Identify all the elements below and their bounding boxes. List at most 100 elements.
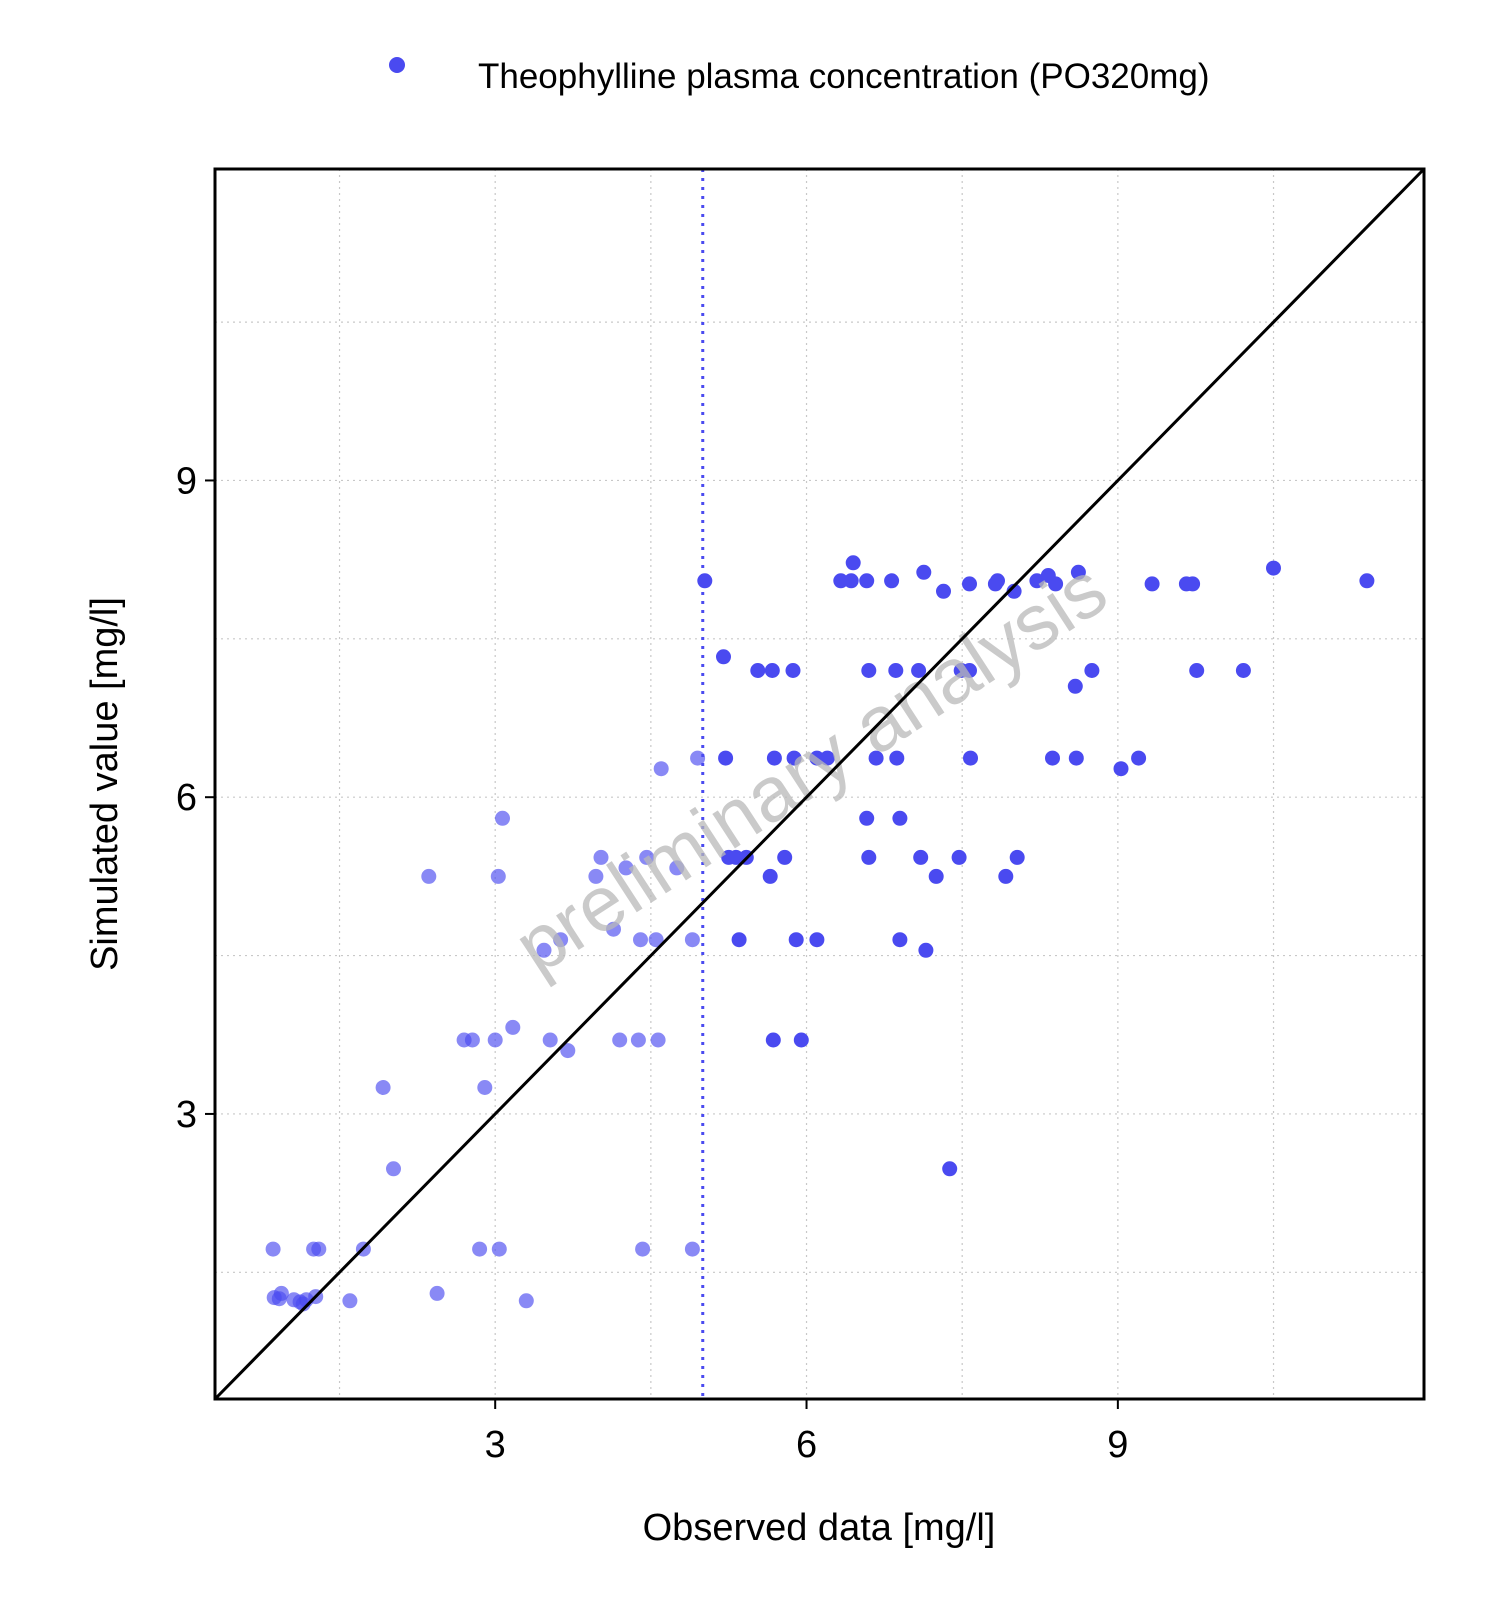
data-point <box>635 1241 651 1257</box>
data-point <box>633 932 648 948</box>
data-point <box>1131 750 1147 766</box>
data-point <box>766 750 782 766</box>
data-point <box>843 573 859 589</box>
identity-line-group <box>213 167 1426 1401</box>
data-point <box>542 1032 558 1048</box>
data-point <box>1029 573 1045 589</box>
data-point <box>536 942 552 958</box>
data-point <box>785 663 801 678</box>
legend: Theophylline plasma concentration (PO320… <box>389 57 1210 96</box>
y-axis: 3 6 9 <box>176 460 215 1136</box>
data-point <box>1189 663 1205 678</box>
data-point <box>962 663 977 678</box>
data-point <box>861 663 877 678</box>
legend-label: Theophylline plasma concentration (PO320… <box>478 57 1210 96</box>
data-points <box>265 555 1375 1312</box>
data-point <box>889 750 905 766</box>
legend-marker <box>389 57 405 73</box>
data-point <box>487 1032 503 1048</box>
data-point <box>728 849 744 865</box>
y-tick-label: 6 <box>176 777 197 819</box>
x-tick-label: 6 <box>796 1424 817 1466</box>
data-point <box>884 573 900 589</box>
data-point <box>1359 573 1375 589</box>
data-point <box>648 932 664 948</box>
data-point <box>859 810 875 826</box>
data-point <box>892 810 908 826</box>
data-point <box>311 1241 327 1257</box>
data-point <box>928 868 944 884</box>
data-point <box>936 583 951 599</box>
data-point <box>375 1080 391 1095</box>
data-point <box>477 1080 493 1095</box>
data-point <box>913 849 929 865</box>
y-tick-label: 9 <box>176 460 197 502</box>
data-point <box>386 1161 401 1177</box>
data-point <box>962 576 977 592</box>
data-point <box>918 942 934 958</box>
data-point <box>1070 564 1086 580</box>
data-point <box>618 860 634 876</box>
data-point <box>697 573 713 589</box>
data-point <box>669 860 685 876</box>
y-tick-label: 3 <box>176 1094 197 1136</box>
data-point <box>750 663 766 678</box>
data-point <box>990 573 1005 589</box>
data-point <box>593 849 609 865</box>
data-point <box>639 849 655 865</box>
data-point <box>793 1032 809 1048</box>
data-point <box>963 750 978 766</box>
data-point <box>588 868 604 884</box>
data-point <box>342 1293 358 1309</box>
data-point <box>612 1032 628 1048</box>
data-point <box>495 810 510 826</box>
data-point <box>731 932 747 948</box>
data-point <box>718 750 734 766</box>
data-point <box>464 1032 480 1048</box>
data-point <box>819 750 835 766</box>
data-point <box>833 573 849 589</box>
y-axis-title: Simulated value [mg/l] <box>84 597 126 971</box>
data-point <box>892 932 908 948</box>
plot-frame <box>213 167 1426 1401</box>
data-point <box>716 649 731 665</box>
data-point <box>1045 750 1060 766</box>
x-tick-label: 3 <box>485 1424 506 1466</box>
data-point <box>1144 576 1160 592</box>
data-point <box>1048 576 1064 592</box>
data-point <box>859 573 875 589</box>
data-point <box>916 564 932 580</box>
data-point <box>888 663 904 678</box>
data-point <box>1067 678 1083 694</box>
data-point <box>809 932 825 948</box>
x-tick-label: 9 <box>1107 1424 1128 1466</box>
x-axis-title: Observed data [mg/l] <box>643 1507 996 1549</box>
data-point <box>911 663 927 678</box>
data-point <box>1006 583 1022 599</box>
x-axis: 3 6 9 <box>485 1399 1128 1466</box>
data-point <box>690 750 706 766</box>
data-point <box>1084 663 1100 678</box>
data-point <box>518 1293 534 1309</box>
data-point <box>560 1043 576 1059</box>
data-point <box>650 1032 666 1048</box>
data-point <box>606 921 621 937</box>
data-point <box>861 849 877 865</box>
data-point <box>1113 761 1129 777</box>
identity-line <box>213 167 1426 1401</box>
data-point <box>553 932 569 948</box>
watermark-text: preliminary analysis <box>499 544 1121 991</box>
data-point <box>942 1161 958 1177</box>
data-point <box>421 868 437 884</box>
data-point <box>777 849 793 865</box>
data-point <box>273 1285 289 1301</box>
data-point <box>765 1032 781 1048</box>
data-point <box>786 750 802 766</box>
data-point <box>764 663 780 678</box>
data-point <box>868 750 884 766</box>
data-point <box>1068 750 1084 766</box>
data-point <box>472 1241 488 1257</box>
data-point <box>1266 560 1281 576</box>
data-point <box>762 868 778 884</box>
data-point <box>951 849 967 865</box>
